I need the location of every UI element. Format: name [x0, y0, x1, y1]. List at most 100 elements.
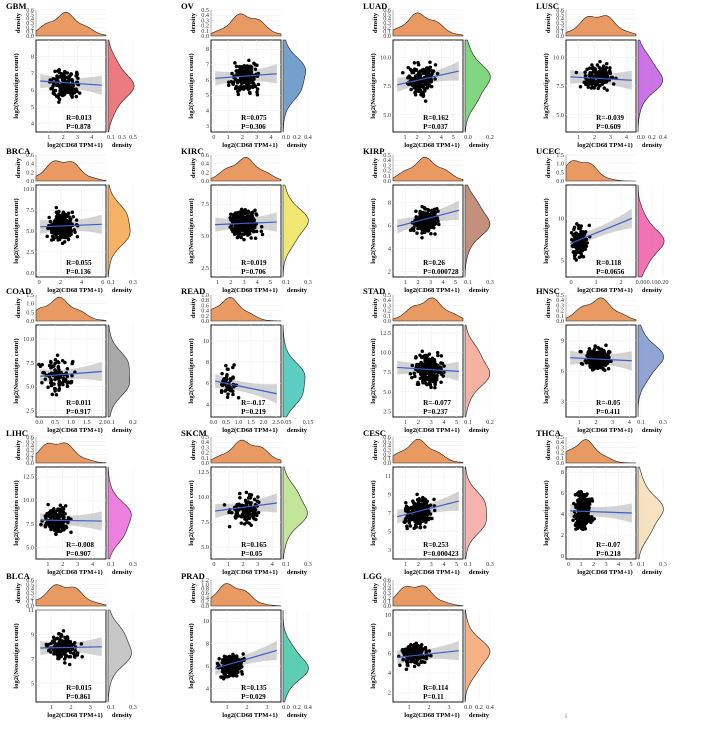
scatter-point — [53, 377, 57, 382]
scatter-point — [573, 512, 578, 517]
scatter-point — [576, 235, 581, 239]
scatter-point — [247, 71, 252, 76]
scatter-point — [63, 69, 67, 74]
scatter-point — [62, 657, 67, 661]
scatter-point — [424, 514, 429, 519]
scatter-point — [53, 368, 57, 372]
scatter-point — [233, 77, 238, 81]
top-density-curve — [35, 160, 107, 182]
scatter-point — [435, 71, 440, 76]
scatter-point — [220, 371, 224, 376]
regression-line — [40, 370, 102, 377]
x-tick-label: 4 — [617, 561, 620, 568]
scatter-point — [56, 360, 60, 364]
scatter-point — [61, 214, 65, 218]
correlation-r: R=-0.039 — [596, 114, 624, 122]
scatter-point — [61, 382, 65, 387]
scatter-point — [579, 489, 583, 494]
top-density-tick-label: 0.1 — [383, 29, 391, 36]
panel-title: STAD — [363, 286, 385, 296]
x-tick-label: 1 — [404, 279, 407, 286]
scatter-point — [246, 210, 251, 215]
scatter-point — [65, 82, 70, 87]
scatter-point — [594, 351, 598, 356]
top-density-tick-label: 0.0 — [556, 178, 564, 185]
top-density-curve — [210, 156, 282, 182]
footer-mark: i — [565, 712, 567, 720]
scatter-point — [583, 70, 587, 74]
x-tick-label: 4 — [90, 134, 93, 141]
scatter-point — [257, 500, 261, 504]
scatter-point — [588, 71, 592, 75]
regression-line — [40, 80, 102, 86]
scatter-point — [65, 214, 69, 218]
right-density-tick-label: 0.5 — [129, 134, 137, 141]
top-density-axis-title: density — [372, 157, 379, 178]
x-tick-label: 3 — [611, 419, 614, 426]
scatter-point — [229, 655, 234, 660]
right-density-axis-title: density — [287, 287, 308, 294]
scatter-point — [422, 228, 427, 233]
scatter-point — [46, 385, 50, 389]
scatter-point — [43, 524, 48, 529]
scatter-point — [48, 219, 53, 224]
top-density-tick-label: 0.3 — [201, 17, 209, 24]
scatter-point — [596, 86, 600, 91]
x-tick-label: 2 — [242, 561, 245, 568]
scatter-point — [236, 72, 241, 76]
p-value: P=0.0656 — [596, 268, 625, 276]
top-density-axis-title: density — [190, 157, 197, 178]
scatter-point — [608, 66, 612, 70]
panel-title: LUSC — [536, 1, 559, 11]
scatter-point — [425, 503, 429, 508]
top-density-tick-label: 0.1 — [556, 29, 564, 36]
x-tick-label: 4 — [91, 561, 94, 568]
scatter-point — [41, 370, 45, 375]
right-density-tick-label: 0.1 — [282, 279, 290, 286]
x-tick-label: 4 — [628, 419, 631, 426]
right-density-tick-label: 0.0 — [464, 704, 472, 711]
scatter-point — [54, 512, 58, 517]
scatter-point — [63, 635, 67, 640]
right-density-tick-label: 0.3 — [129, 704, 137, 711]
scatter-point — [66, 227, 71, 231]
scatter-point — [255, 87, 260, 91]
scatter-point — [74, 218, 79, 222]
scatter-point — [50, 234, 55, 238]
scatter-point — [420, 369, 424, 374]
scatter-point — [77, 91, 82, 95]
scatter-point — [593, 360, 597, 364]
correlation-r: R=0.011 — [66, 399, 91, 407]
correlation-r: R=-0.008 — [66, 541, 94, 549]
scatter-point — [48, 520, 52, 525]
scatter-point — [424, 357, 429, 361]
scatter-point — [418, 80, 422, 85]
scatter-point — [422, 205, 427, 210]
scatter-point — [430, 210, 435, 215]
scatter-point — [68, 639, 73, 644]
top-density-axis-title: density — [372, 439, 379, 460]
y-axis-title: log2(Neoantigen count) — [370, 623, 377, 688]
scatter-point — [414, 209, 418, 214]
scatter-point — [231, 392, 235, 397]
top-density-tick-label: 0.2 — [201, 169, 209, 176]
scatter-point — [416, 223, 420, 228]
scatter-point — [72, 642, 76, 647]
x-tick-label: 2 — [427, 704, 430, 711]
scatter-point — [411, 501, 416, 505]
scatter-point — [239, 669, 244, 674]
top-density-tick-label: 0.5 — [26, 309, 34, 316]
scatter-point — [418, 648, 423, 652]
scatter-point — [589, 86, 594, 90]
scatter-point — [254, 213, 259, 217]
scatter-point — [45, 234, 49, 239]
y-tick-label: 10 — [385, 612, 391, 619]
scatter-point — [223, 673, 228, 678]
scatter-point — [571, 250, 576, 254]
right-density-tick-label: 0.1 — [107, 704, 115, 711]
